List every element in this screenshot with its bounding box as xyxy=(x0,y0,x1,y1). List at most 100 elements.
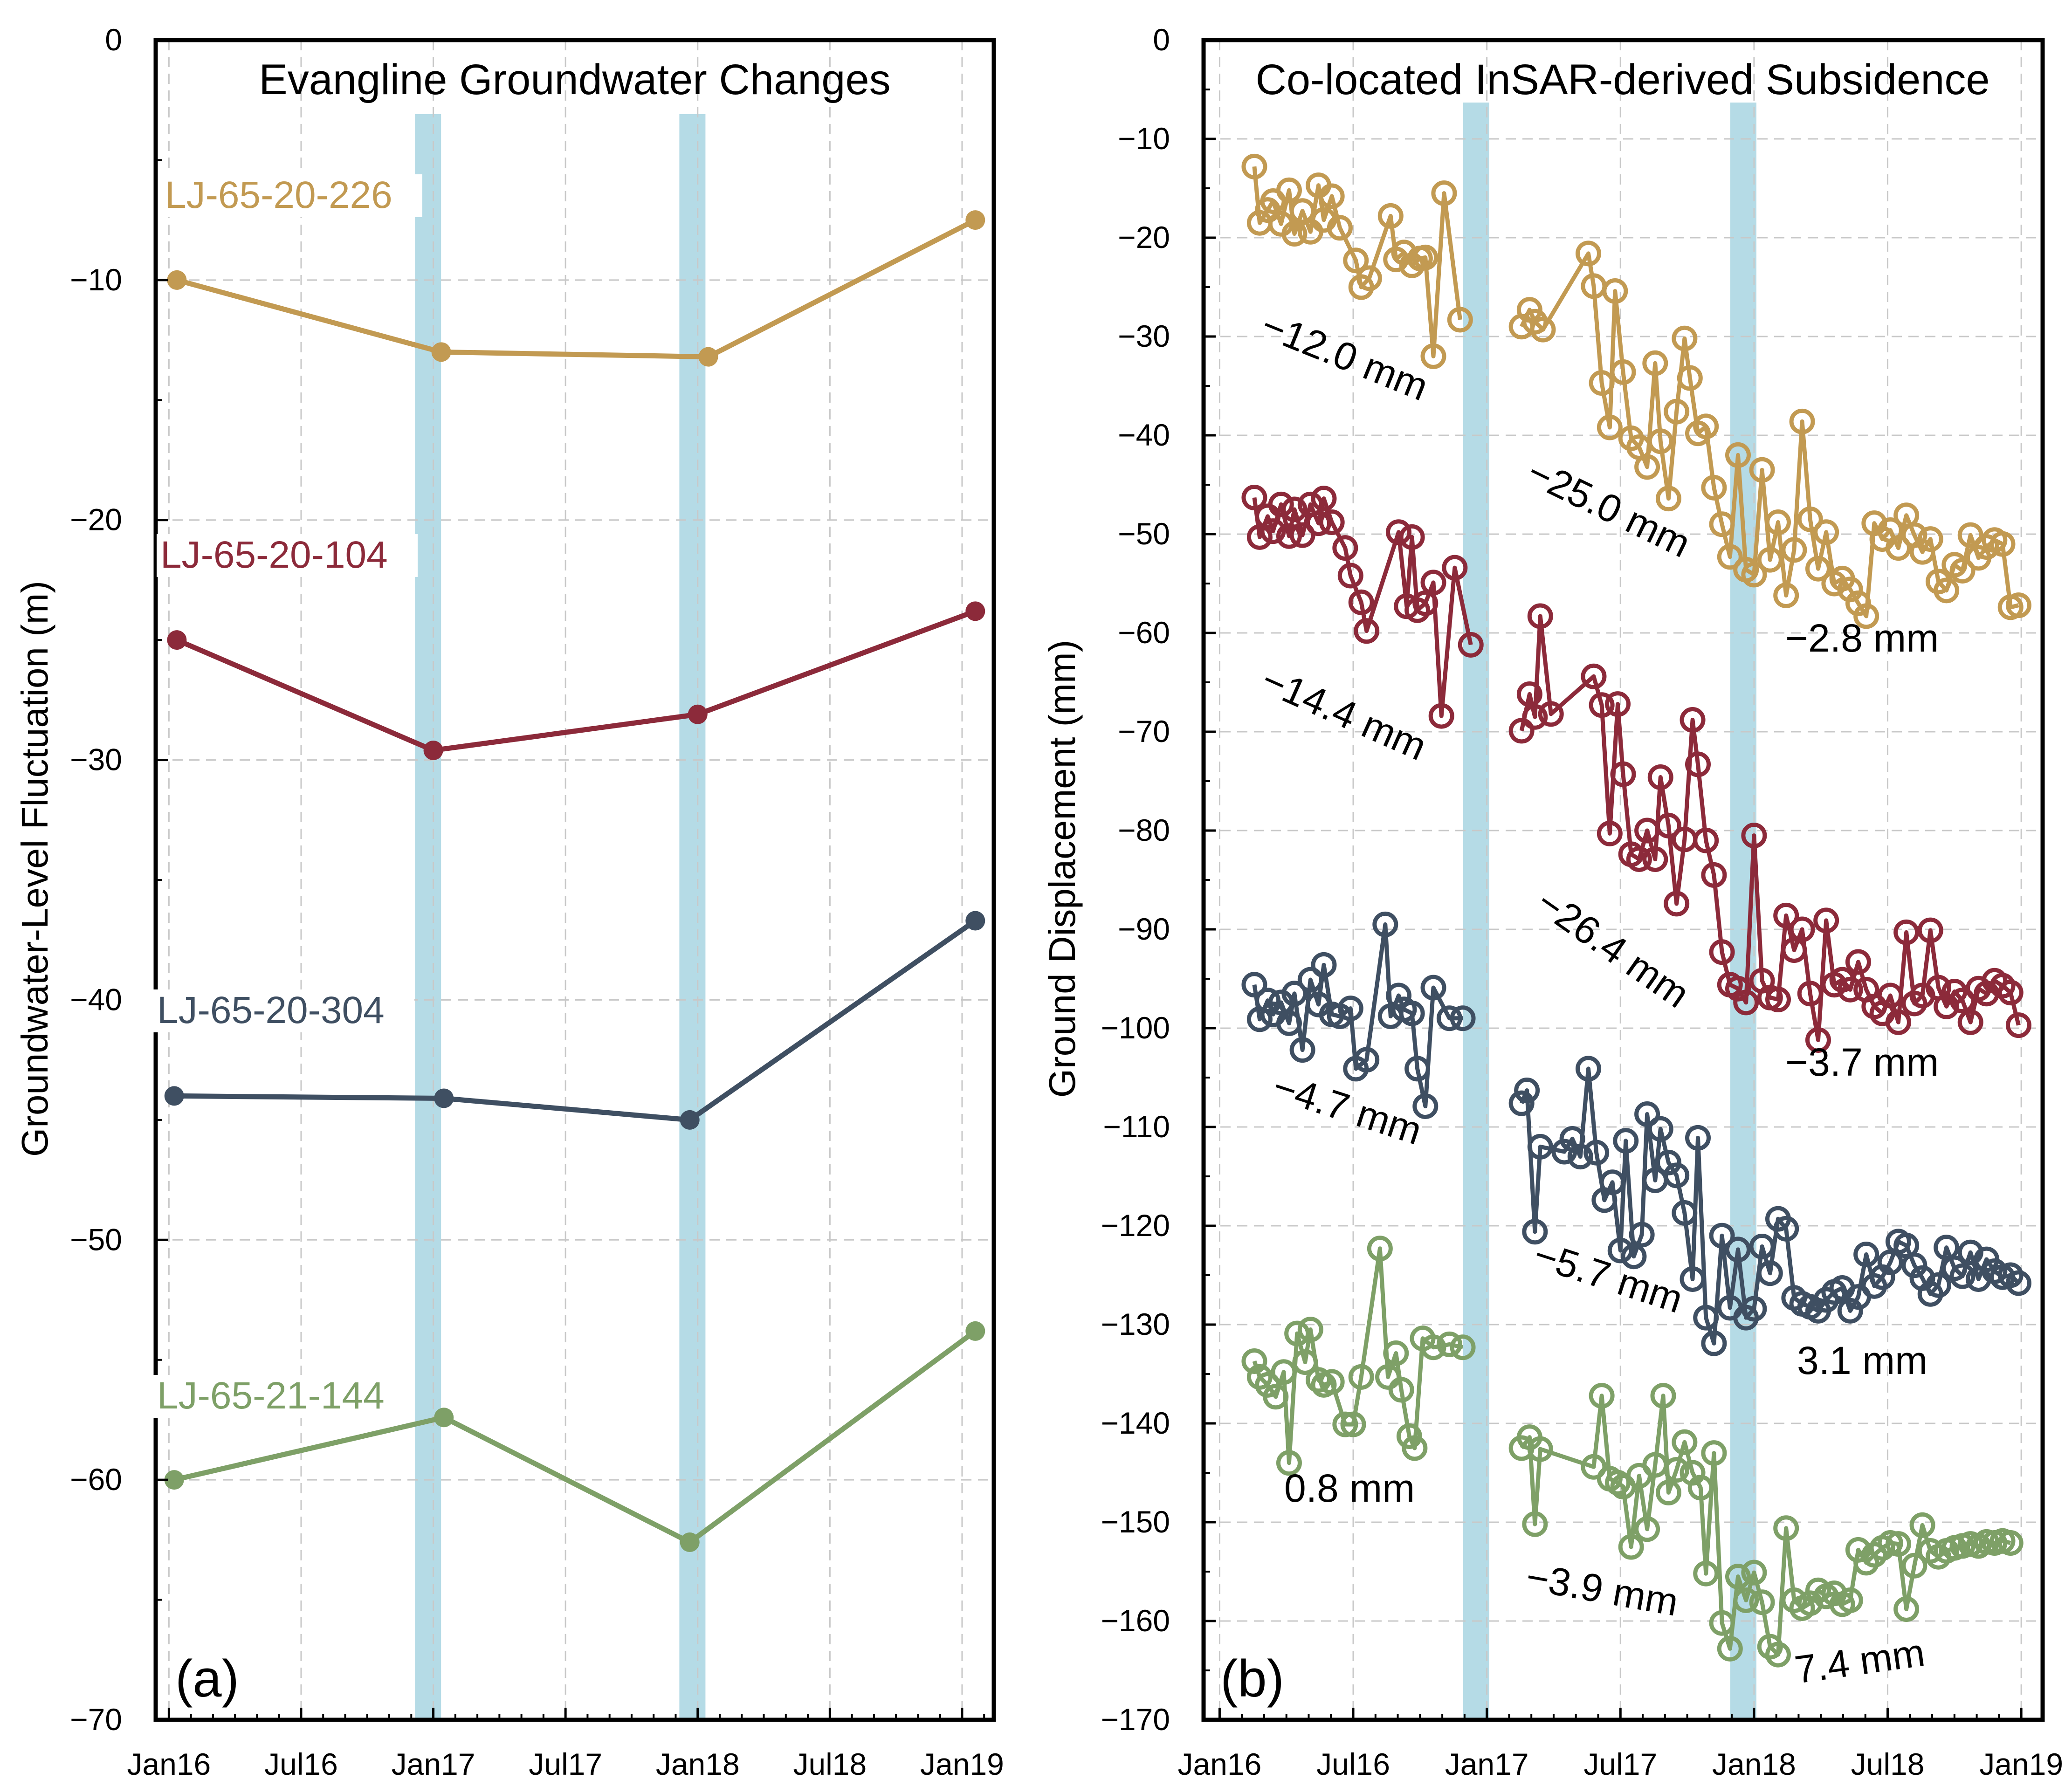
data-point xyxy=(1311,952,1337,978)
y-tick-label: −60 xyxy=(1118,615,1170,650)
data-point xyxy=(1634,1101,1660,1127)
y-tick-label: −60 xyxy=(70,1462,122,1497)
data-point xyxy=(1853,603,1879,629)
data-point xyxy=(1733,1587,1759,1613)
data-point xyxy=(1797,506,1823,532)
y-tick-label: 0 xyxy=(105,22,122,57)
data-point xyxy=(1749,1234,1775,1260)
data-point xyxy=(1522,704,1548,730)
x-tick-label: Jul17 xyxy=(529,1747,602,1781)
panel-a-title: Evangline Groundwater Changes xyxy=(259,56,890,103)
y-tick-label: −40 xyxy=(70,982,122,1017)
series-label: LJ-65-21-144 xyxy=(157,1374,385,1417)
data-point xyxy=(1853,1241,1879,1267)
data-point xyxy=(1431,180,1457,206)
y-tick-label: −30 xyxy=(1118,319,1170,353)
data-point xyxy=(1741,562,1767,588)
data-point xyxy=(1241,485,1267,511)
data-point xyxy=(1340,1411,1366,1437)
series-LJ-65-20-104-4 xyxy=(1508,603,2031,1053)
series-label-background xyxy=(153,989,414,1032)
y-tick-label: −110 xyxy=(1103,1109,1170,1144)
y-tick-label: −70 xyxy=(1118,714,1170,749)
data-point xyxy=(1693,1560,1719,1587)
data-point xyxy=(1597,820,1623,846)
data-point xyxy=(1337,563,1363,589)
data-point xyxy=(1263,1384,1289,1410)
data-point xyxy=(1885,1009,1911,1035)
data-point xyxy=(1276,1010,1302,1036)
series-LJ-65-21-144-4 xyxy=(164,1321,985,1552)
data-point xyxy=(1781,1587,1807,1613)
data-point xyxy=(1685,751,1711,777)
data-point xyxy=(1997,1262,2024,1288)
data-point xyxy=(1845,949,1871,975)
data-point xyxy=(1281,981,1308,1007)
x-tick-label: Jan16 xyxy=(1177,1747,1261,1781)
data-point xyxy=(1246,524,1273,550)
data-point xyxy=(434,1088,454,1108)
data-point xyxy=(1837,577,1863,603)
data-point xyxy=(1420,570,1446,596)
data-point xyxy=(1672,1200,1698,1226)
data-point xyxy=(1655,812,1681,838)
data-point xyxy=(1893,919,1920,945)
data-point xyxy=(1789,916,1815,942)
data-point xyxy=(1934,577,1960,604)
data-point xyxy=(1642,846,1668,872)
data-point xyxy=(1634,454,1660,480)
data-point xyxy=(1701,1330,1727,1356)
data-point xyxy=(1377,203,1404,229)
data-point xyxy=(1575,1056,1601,1082)
data-point xyxy=(1781,537,1807,563)
y-tick-label: −80 xyxy=(1118,813,1170,847)
data-point xyxy=(1383,1340,1409,1366)
data-point xyxy=(1589,370,1615,396)
data-point xyxy=(1837,1587,1863,1613)
data-point xyxy=(1813,1287,1839,1313)
series-line xyxy=(176,218,977,360)
data-point xyxy=(698,347,718,367)
series-line xyxy=(1252,1246,1464,1465)
data-point xyxy=(1589,692,1615,718)
data-point xyxy=(1741,1296,1767,1322)
y-tick-label: −90 xyxy=(1118,912,1170,946)
data-point xyxy=(1949,1263,1976,1289)
data-point xyxy=(1508,718,1535,744)
data-point xyxy=(1957,522,1983,548)
data-point xyxy=(1527,1133,1553,1160)
data-point xyxy=(1458,632,1484,658)
data-point xyxy=(1271,1359,1297,1385)
data-point xyxy=(1420,343,1446,369)
data-point xyxy=(1733,989,1759,1016)
data-point xyxy=(1319,183,1345,209)
data-point xyxy=(1372,911,1398,937)
x-tick-label: Jul17 xyxy=(1583,1747,1657,1781)
data-point xyxy=(1773,582,1799,608)
series-LJ-65-20-104-2 xyxy=(167,601,985,760)
data-point xyxy=(1332,535,1358,561)
data-point xyxy=(1289,1037,1315,1063)
y-tick-label: −50 xyxy=(1118,516,1170,551)
data-point xyxy=(1725,975,1751,1002)
data-point xyxy=(1388,1377,1414,1403)
data-point xyxy=(1514,1078,1540,1104)
data-point xyxy=(1741,823,1767,849)
series-LJ-65-20-304-5 xyxy=(1241,911,1476,1119)
data-point xyxy=(1680,1266,1706,1292)
data-point xyxy=(1354,1047,1380,1073)
data-point xyxy=(2005,1270,2031,1296)
data-point xyxy=(965,1321,985,1341)
data-point xyxy=(1757,1634,1783,1660)
data-point xyxy=(1332,1411,1358,1437)
x-tick-label: Jan19 xyxy=(1979,1747,2063,1781)
data-point xyxy=(1412,590,1439,616)
y-tick-label: −120 xyxy=(1101,1208,1170,1243)
data-point xyxy=(1757,547,1783,573)
data-point xyxy=(1268,491,1294,517)
series-LJ-65-20-226-1 xyxy=(167,210,985,367)
panel-b-title: Co-located InSAR-derived Subsidence xyxy=(1255,56,1989,103)
data-point xyxy=(423,740,443,760)
